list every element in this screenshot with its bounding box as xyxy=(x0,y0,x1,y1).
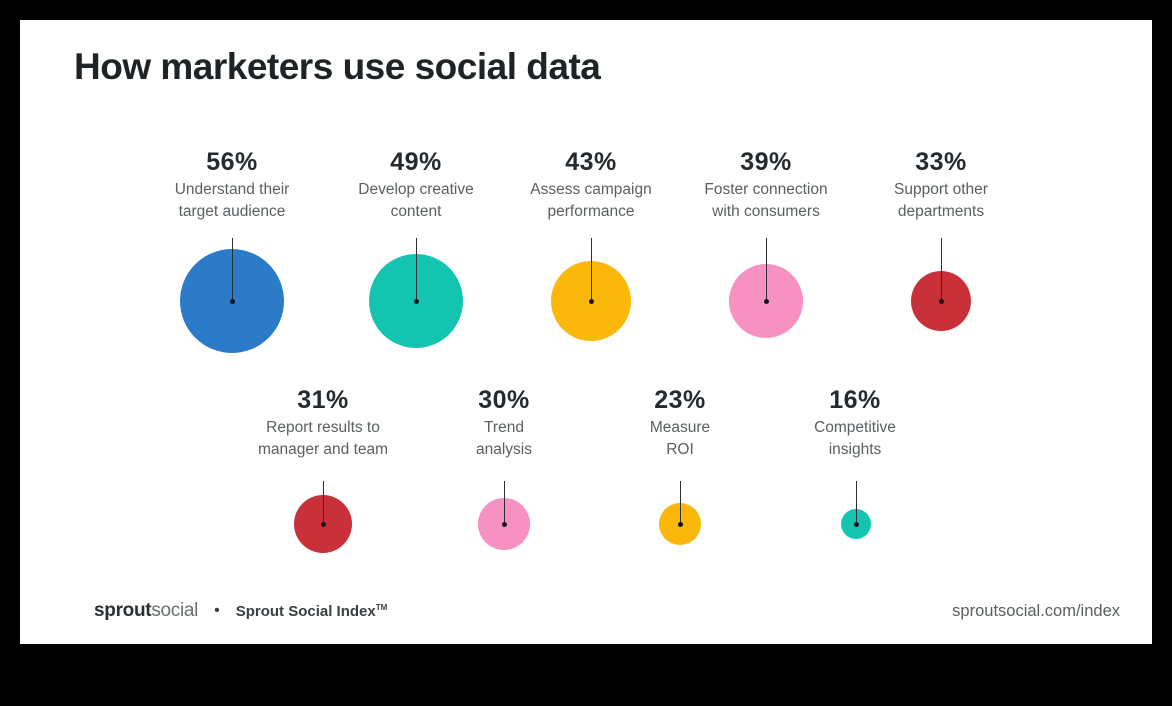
footer-separator: • xyxy=(214,602,220,619)
stat-percent: 31% xyxy=(297,386,349,414)
index-label: Sprout Social IndexTM xyxy=(236,603,388,620)
sproutsocial-logo: sproutsocial xyxy=(94,600,198,622)
stat-percent: 56% xyxy=(206,148,258,176)
bubble-center-dot xyxy=(230,299,235,304)
leader-line xyxy=(941,238,942,301)
bubble-center-dot xyxy=(321,522,326,527)
leader-line xyxy=(504,481,505,524)
leader-line xyxy=(323,481,324,524)
stat-item-campaign-performance: 43% Assess campaign performance xyxy=(501,147,681,223)
chart-title: How marketers use social data xyxy=(74,46,601,87)
stat-item-support-departments: 33% Support other departments xyxy=(851,147,1031,223)
source-url: sproutsocial.com/index xyxy=(952,602,1120,620)
bubble-center-dot xyxy=(502,522,507,527)
stat-label: Support other departments xyxy=(894,181,988,220)
index-label-text: Sprout Social Index xyxy=(235,602,376,620)
stat-percent: 43% xyxy=(565,148,617,176)
stat-label: Foster connection with consumers xyxy=(704,181,828,220)
logo-light-text: social xyxy=(151,600,199,621)
bubble-center-dot xyxy=(939,299,944,304)
stat-percent: 49% xyxy=(390,148,442,176)
footer-branding: sproutsocial • Sprout Social IndexTM xyxy=(94,600,387,622)
stat-percent: 30% xyxy=(478,386,530,414)
stat-label: Report results to manager and team xyxy=(257,419,389,458)
leader-line xyxy=(680,481,681,524)
stat-percent: 16% xyxy=(829,386,881,414)
leader-line xyxy=(591,238,592,301)
logo-bold-text: sprout xyxy=(94,600,152,621)
stat-item-creative-content: 49% Develop creative content xyxy=(326,147,506,223)
bubble-center-dot xyxy=(414,299,419,304)
bubble-center-dot xyxy=(854,522,859,527)
bubble-center-dot xyxy=(764,299,769,304)
stat-label: Trend analysis xyxy=(476,419,532,458)
stat-item-foster-connection: 39% Foster connection with consumers xyxy=(676,147,856,223)
stat-label: Understand their target audience xyxy=(174,181,290,220)
stat-label: Measure ROI xyxy=(649,419,711,458)
leader-line xyxy=(416,238,417,301)
stat-item-measure-roi: 23% Measure ROI xyxy=(590,385,770,461)
stat-percent: 23% xyxy=(654,386,706,414)
trademark-symbol: TM xyxy=(375,602,388,612)
stat-item-trend-analysis: 30% Trend analysis xyxy=(414,385,594,461)
stat-label: Competitive insights xyxy=(814,419,896,458)
stat-label: Assess campaign performance xyxy=(530,181,652,220)
leader-line xyxy=(232,238,233,301)
bubble-center-dot xyxy=(678,522,683,527)
bubble-center-dot xyxy=(589,299,594,304)
leader-line xyxy=(766,238,767,301)
stat-percent: 33% xyxy=(915,148,967,176)
stat-item-report-results: 31% Report results to manager and team xyxy=(233,385,413,461)
stat-item-understand-audience: 56% Understand their target audience xyxy=(142,147,322,223)
leader-line xyxy=(856,481,857,524)
stat-percent: 39% xyxy=(740,148,792,176)
stat-item-competitive-insights: 16% Competitive insights xyxy=(765,385,945,461)
stat-label: Develop creative content xyxy=(358,181,474,220)
